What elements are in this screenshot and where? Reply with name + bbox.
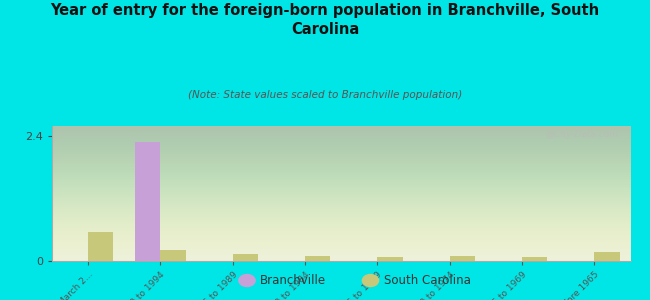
Text: Branchville: Branchville (260, 274, 326, 287)
Bar (594, 252, 619, 261)
Bar (305, 256, 330, 261)
Bar (88, 232, 114, 261)
Text: @City-Data.com: @City-Data.com (546, 130, 619, 139)
Bar (135, 142, 161, 261)
Bar (522, 257, 547, 261)
Text: Year of entry for the foreign-born population in Branchville, South
Carolina: Year of entry for the foreign-born popul… (51, 3, 599, 37)
Text: (Note: State values scaled to Branchville population): (Note: State values scaled to Branchvill… (188, 90, 462, 100)
Bar (378, 257, 403, 261)
Text: South Carolina: South Carolina (384, 274, 471, 287)
Bar (161, 250, 186, 261)
Bar (450, 256, 475, 261)
Bar (233, 254, 258, 261)
